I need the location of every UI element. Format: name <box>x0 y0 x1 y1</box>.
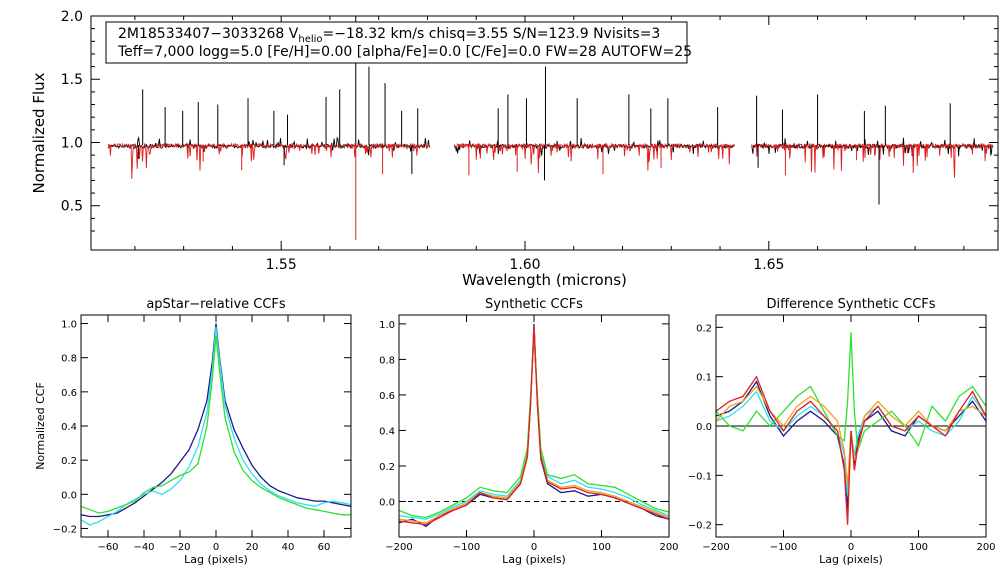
panel-title: apStar−relative CCFs <box>146 297 286 312</box>
x-tick-label: −100 <box>770 542 797 553</box>
y-tick-label: 0.2 <box>61 456 77 467</box>
chisq: chisq=3.55 <box>429 26 513 42</box>
ccf-line-series-2 <box>399 327 669 520</box>
x-tick-label: 0 <box>213 542 219 553</box>
vhelio-label: V <box>289 26 299 42</box>
y-tick-label: −0.2 <box>688 521 712 532</box>
x-tick-label: 1.65 <box>753 257 784 273</box>
x-tick-label: 20 <box>246 542 259 553</box>
spectrum-panel: 1.55 1.60 1.65 0.5 1.0 1.5 2.0 Wavelength (micr… <box>30 9 999 289</box>
spectrum-line-synthetic <box>107 142 994 180</box>
info-line-1: 2M18533407−3033268 Vhelio=−18.32 km/s ch… <box>118 26 660 45</box>
snr: S/N=123.9 <box>513 26 593 42</box>
nvisits: Nvisits=3 <box>593 26 660 42</box>
y-tick-label: 0.6 <box>379 391 395 402</box>
vhelio-subscript: helio <box>298 34 322 45</box>
y-axis-title: Normalized CCF <box>34 382 47 470</box>
x-tick-label: 0 <box>531 542 537 553</box>
ccf-line-visit-2 <box>81 326 351 526</box>
synthetic-ccf-panel: −200 −100 0 100 200 0.0 0.2 0.4 0.6 0.8 1.0 Synthet… <box>379 297 678 566</box>
y-tick-label: 0.8 <box>379 355 395 366</box>
y-tick-label: 1.5 <box>61 72 83 88</box>
x-axis-title: Wavelength (microns) <box>462 271 627 289</box>
x-tick-label: −60 <box>97 542 118 553</box>
difference-ccf-panel: −200 −100 0 100 200 −0.2 −0.1 0.0 0.1 0.2 Differen… <box>688 297 996 566</box>
y-tick-label: 0.0 <box>696 422 712 433</box>
x-axis-title: Lag (pixels) <box>502 553 566 566</box>
panel-title: Difference Synthetic CCFs <box>766 297 935 312</box>
y-tick-label: 0.0 <box>61 490 77 501</box>
x-tick-label: −100 <box>453 542 480 553</box>
x-tick-label: 100 <box>909 542 928 553</box>
ccf-line-visit-1 <box>81 323 351 518</box>
y-tick-label: 0.1 <box>696 373 712 384</box>
star-id: 2M18533407−3033268 <box>118 26 289 42</box>
x-tick-label: −40 <box>133 542 154 553</box>
x-tick-label: −200 <box>385 542 412 553</box>
x-tick-label: −20 <box>169 542 190 553</box>
ccf-line-series-3 <box>399 338 669 519</box>
y-tick-label: −0.2 <box>53 524 77 535</box>
apstar-ccf-panel: −60 −40 −20 0 20 40 60 −0.2 0.0 0.2 0.4 0.6 0.8 1.0 ap… <box>34 297 352 566</box>
ccf-line-series-5 <box>399 325 669 526</box>
ccf-line-series-3 <box>716 332 986 451</box>
ccf-line-series-5 <box>716 375 986 525</box>
y-tick-label: 0.4 <box>379 426 395 437</box>
x-tick-label: 1.60 <box>509 257 540 273</box>
y-tick-label: 1.0 <box>61 135 83 151</box>
x-tick-label: 0 <box>848 542 854 553</box>
vhelio-value: =−18.32 km/s <box>323 26 429 42</box>
y-tick-label: 0.0 <box>379 497 395 508</box>
y-tick-label: 1.0 <box>379 320 395 331</box>
x-tick-label: 200 <box>976 542 995 553</box>
x-tick-label: 100 <box>592 542 611 553</box>
y-tick-label: 2.0 <box>61 9 83 25</box>
panel-frame <box>80 314 352 538</box>
y-axis-title: Normalized Flux <box>30 72 48 193</box>
panel-title: Synthetic CCFs <box>485 297 583 312</box>
y-tick-label: 0.5 <box>61 199 83 215</box>
y-tick-label: 0.2 <box>379 462 395 473</box>
info-box <box>105 21 688 64</box>
x-axis-title: Lag (pixels) <box>819 553 883 566</box>
x-tick-label: −200 <box>702 542 729 553</box>
info-line-2-params: Teff=7,000 logg=5.0 [Fe/H]=0.00 [alpha/F… <box>117 44 692 60</box>
x-tick-label: 1.55 <box>266 257 297 273</box>
x-tick-label: 200 <box>659 542 678 553</box>
y-tick-label: 0.4 <box>61 422 77 433</box>
spectrum-frame <box>90 15 999 251</box>
ccf-line-series-1 <box>399 323 669 528</box>
ccf-line-visit-3 <box>81 335 351 516</box>
y-tick-label: −0.1 <box>688 471 712 482</box>
x-axis-title: Lag (pixels) <box>184 553 248 566</box>
x-tick-label: 60 <box>318 542 331 553</box>
y-tick-label: 0.8 <box>61 354 77 365</box>
x-tick-label: 40 <box>282 542 295 553</box>
y-tick-label: 1.0 <box>61 320 77 331</box>
y-tick-label: 0.6 <box>61 388 77 399</box>
y-tick-label: 0.2 <box>696 323 712 334</box>
